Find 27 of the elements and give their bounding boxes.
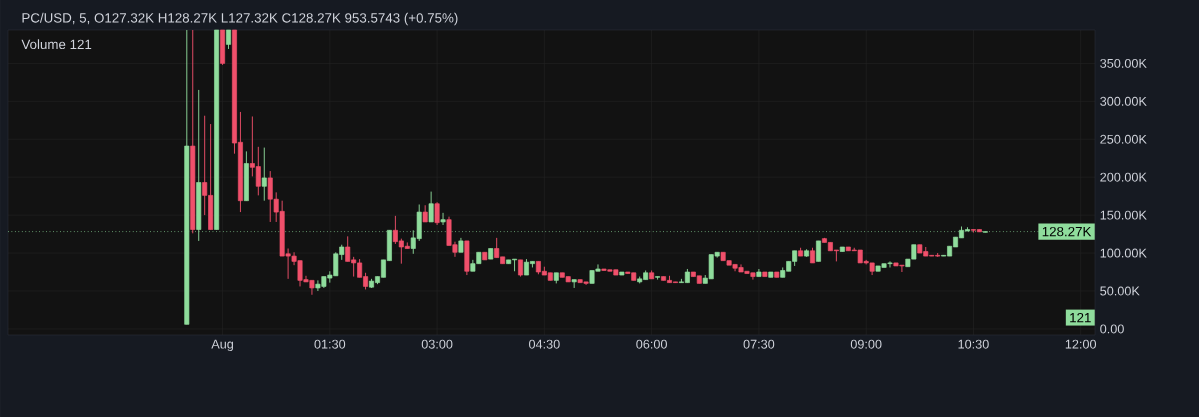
candlestick bbox=[816, 240, 821, 262]
chart-title: PC/USD, 5, O127.32K H128.27K L127.32K C128.27K 953.5743 (+0.75%) bbox=[22, 12, 458, 26]
y-tick-label: 250.00K bbox=[1100, 134, 1147, 144]
y-tick-label: 0.00 bbox=[1100, 324, 1124, 334]
ref-line-label: 128.27K bbox=[1042, 226, 1092, 237]
y-tick-label: 50.00K bbox=[1100, 286, 1140, 296]
x-tick-label: 07:30 bbox=[743, 339, 775, 349]
y-tick-label: 300.00K bbox=[1100, 96, 1147, 106]
x-tick-label: 10:30 bbox=[958, 339, 989, 349]
candlestick bbox=[440, 212, 446, 226]
annotation: 121 bbox=[1070, 312, 1091, 323]
y-tick-label: 150.00K bbox=[1100, 210, 1147, 220]
y-tick-label: 350.00K bbox=[1100, 58, 1147, 68]
x-tick-label: 06:00 bbox=[636, 339, 667, 349]
candlestick bbox=[434, 201, 440, 226]
x-tick-label: 04:30 bbox=[529, 339, 560, 349]
y-tick-label: 100.00K bbox=[1100, 248, 1147, 258]
x-tick-label: 03:00 bbox=[421, 339, 453, 349]
candlestick bbox=[428, 191, 434, 223]
x-tick-label: 01:30 bbox=[314, 339, 346, 349]
x-tick-label: 12:00 bbox=[1065, 339, 1097, 349]
candlestick bbox=[226, 29, 231, 50]
y-tick-label: 200.00K bbox=[1100, 172, 1147, 182]
text: Volume 121 bbox=[21, 39, 92, 50]
x-tick-label: Aug bbox=[211, 339, 234, 352]
x-tick-label: 09:00 bbox=[850, 339, 882, 349]
candlestick bbox=[261, 147, 267, 202]
